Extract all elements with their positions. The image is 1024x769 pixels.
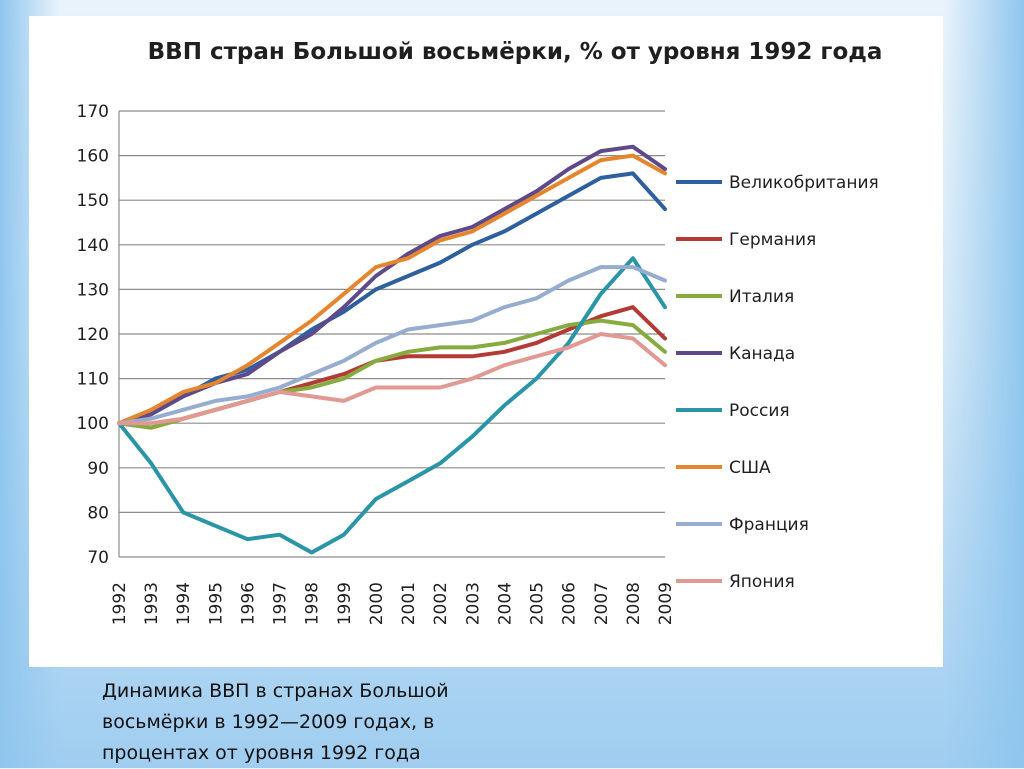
legend-label: США bbox=[729, 458, 771, 478]
x-tick-label: 2002 bbox=[431, 582, 451, 625]
y-tick-label: 130 bbox=[77, 280, 109, 300]
y-tick-label: 160 bbox=[77, 147, 109, 167]
legend-label: Германия bbox=[729, 230, 816, 250]
caption-line-3: процентах от уровня 1992 года bbox=[102, 742, 421, 764]
series-line bbox=[117, 153, 667, 426]
y-tick-label: 70 bbox=[87, 548, 109, 568]
y-tick-label: 170 bbox=[77, 102, 109, 122]
series-lines bbox=[117, 144, 667, 555]
y-tick-label: 120 bbox=[77, 325, 109, 345]
x-tick-label: 2004 bbox=[495, 582, 515, 625]
x-tick-label: 2009 bbox=[656, 582, 676, 625]
series-line bbox=[117, 305, 667, 430]
x-tick-label: 1996 bbox=[238, 582, 258, 625]
chart-panel: ВВП стран Большой восьмёрки, % от уровня… bbox=[29, 16, 943, 667]
x-tick-label: 2006 bbox=[560, 582, 580, 625]
caption-line-2: восьмёрки в 1992—2009 годах, в bbox=[102, 711, 435, 733]
caption-line-1: Динамика ВВП в странах Большой bbox=[102, 680, 449, 702]
legend-label: Япония bbox=[729, 572, 795, 592]
x-tick-label: 1992 bbox=[110, 582, 130, 625]
x-tick-label: 2005 bbox=[528, 582, 548, 625]
x-tick-label: 1998 bbox=[303, 582, 323, 625]
series-line bbox=[117, 256, 667, 555]
series-line bbox=[117, 332, 667, 426]
chart-title: ВВП стран Большой восьмёрки, % от уровня… bbox=[148, 39, 883, 65]
y-tick-label: 90 bbox=[87, 459, 109, 479]
series-line bbox=[117, 265, 667, 426]
y-tick-label: 150 bbox=[77, 191, 109, 211]
x-tick-label: 2000 bbox=[367, 582, 387, 625]
legend-label: Великобритания bbox=[729, 173, 879, 193]
y-tick-label: 100 bbox=[77, 414, 109, 434]
x-tick-label: 2007 bbox=[592, 582, 612, 625]
y-tick-label: 80 bbox=[87, 503, 109, 523]
legend-label: Россия bbox=[729, 401, 790, 421]
x-tick-label: 2001 bbox=[399, 582, 419, 625]
gridlines bbox=[119, 110, 665, 558]
y-tick-label: 110 bbox=[77, 370, 109, 390]
x-tick-label: 1994 bbox=[174, 582, 194, 625]
legend-label: Франция bbox=[729, 515, 809, 535]
gdp-line-chart: ВВП стран Большой восьмёрки, % от уровня… bbox=[77, 39, 883, 625]
x-tick-label: 1995 bbox=[206, 582, 226, 625]
y-tick-label: 140 bbox=[77, 236, 109, 256]
x-tick-label: 1993 bbox=[142, 582, 162, 625]
background-right-glow bbox=[944, 0, 1024, 768]
axes: 70 80 90 100 110 120 130 140 150 160 170 1992 1993 19… bbox=[77, 102, 676, 625]
legend-label: Канада bbox=[729, 344, 795, 364]
x-tick-label: 2003 bbox=[463, 582, 483, 625]
x-tick-label: 1997 bbox=[271, 582, 291, 625]
series-line bbox=[117, 171, 667, 426]
slide-caption: Динамика ВВП в странах Большой восьмёрки… bbox=[102, 676, 522, 769]
legend-label: Италия bbox=[729, 287, 794, 307]
x-tick-label: 1999 bbox=[335, 582, 355, 625]
x-tick-label: 2008 bbox=[624, 582, 644, 625]
legend: Великобритания Германия Италия Канада Россия… bbox=[676, 173, 879, 592]
